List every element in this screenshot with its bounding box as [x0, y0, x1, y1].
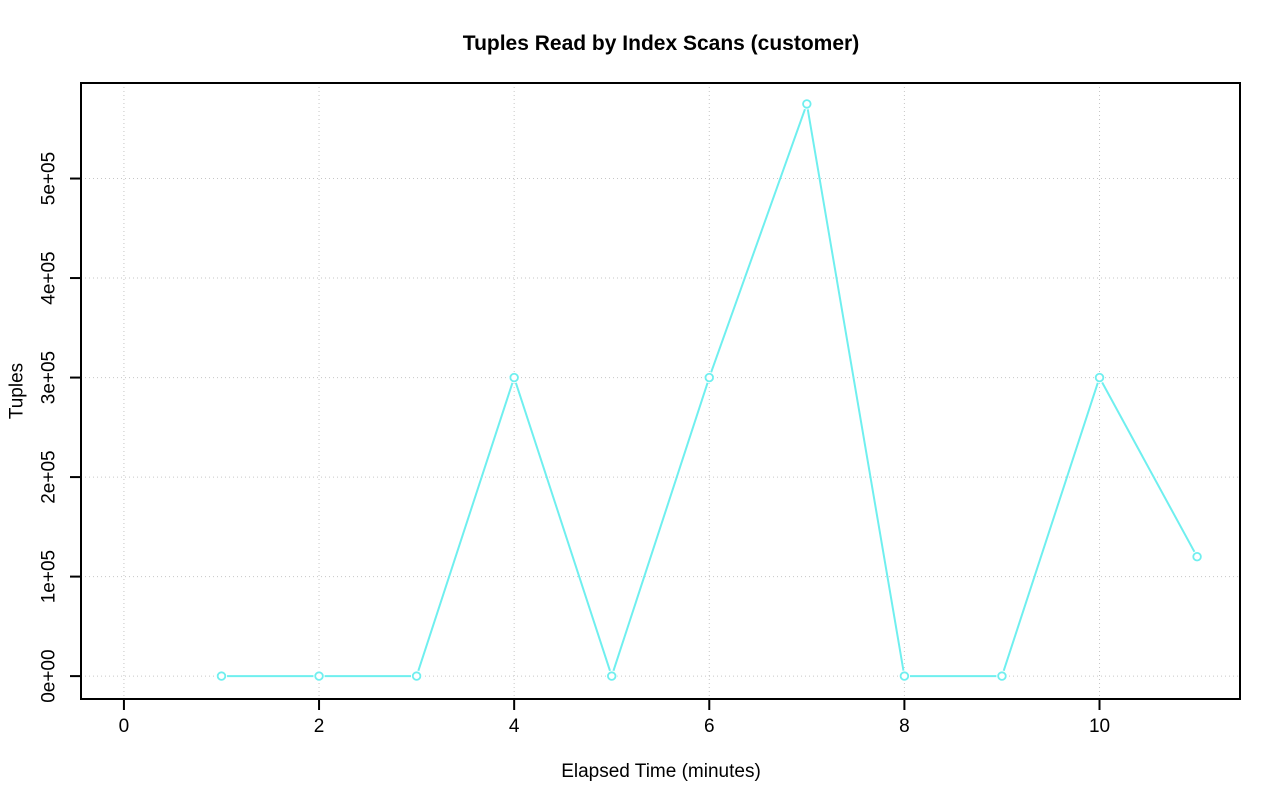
chart-title: Tuples Read by Index Scans (customer) [463, 32, 859, 55]
y-axis-label: Tuples [7, 363, 28, 419]
y-tick-label: 3e+05 [39, 351, 60, 404]
y-tick-label: 0e+00 [39, 649, 60, 702]
x-tick-label: 2 [314, 716, 325, 737]
data-point-marker [314, 671, 324, 681]
data-point-marker [216, 671, 227, 681]
x-tick-label: 0 [119, 716, 130, 737]
data-point-marker [997, 671, 1007, 681]
y-tick-label: 4e+05 [39, 251, 60, 304]
data-point-marker [411, 671, 422, 681]
data-point-marker [1192, 551, 1202, 562]
data-point-marker [509, 372, 519, 383]
x-tick-label: 8 [899, 716, 910, 737]
plot-box [80, 82, 1241, 700]
x-tick-label: 10 [1089, 716, 1110, 737]
x-tick-label: 4 [509, 716, 520, 737]
plot-generated-layer: 0 2 4 6 8 10 0e+00 1e+05 2e+05 3e+05 4e+05 5e+05 [39, 82, 1241, 737]
x-axis-label: Elapsed Time (minutes) [561, 761, 761, 782]
y-tick-label: 1e+05 [39, 550, 60, 603]
data-point-marker [1094, 372, 1105, 383]
y-tick-label: 2e+05 [39, 450, 60, 503]
data-point-marker [704, 372, 714, 383]
data-point-marker [899, 671, 910, 681]
line-series [221, 99, 1198, 680]
y-tick-label: 5e+05 [39, 152, 60, 205]
data-point-marker [802, 99, 812, 109]
x-tick-label: 6 [704, 716, 715, 737]
data-point-marker [607, 671, 617, 681]
